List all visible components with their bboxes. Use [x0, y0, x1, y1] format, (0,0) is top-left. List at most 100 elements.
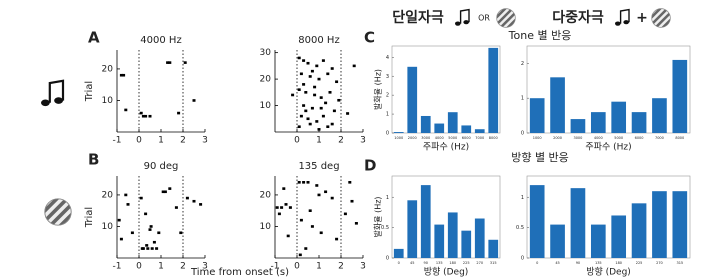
spike: [354, 222, 358, 225]
bar: [447, 112, 458, 133]
spike: [119, 237, 123, 241]
y-tick-label: 10: [102, 96, 114, 106]
panel-label: D: [364, 157, 376, 175]
x-tick-label: 2: [180, 136, 186, 146]
bar: [461, 230, 472, 258]
spike: [192, 199, 196, 203]
spike: [304, 91, 308, 94]
spike: [326, 72, 330, 76]
spike: [319, 96, 323, 99]
bar: [488, 47, 499, 133]
bar: [488, 239, 499, 258]
y-tick-label: 10: [260, 222, 272, 232]
x-tick-label: 0: [398, 261, 400, 265]
bar: [652, 191, 667, 258]
bar: [590, 224, 606, 258]
x-tick-label: 3: [202, 136, 208, 146]
x-tick-label: 135: [595, 261, 602, 265]
spike: [297, 181, 301, 184]
bar: [420, 115, 431, 133]
y-tick-label: 1: [386, 112, 389, 118]
spike: [298, 253, 302, 257]
spike: [337, 98, 341, 102]
chart-title: 90 deg: [144, 161, 179, 172]
bar: [652, 98, 667, 133]
spike: [352, 64, 356, 68]
x-tick-label: 2000: [553, 136, 562, 140]
spike: [140, 247, 144, 250]
chart-title: 4000 Hz: [140, 35, 181, 46]
group-title: 방향 별 반응: [511, 151, 569, 164]
x-tick-label: 135: [436, 261, 443, 265]
spike: [343, 212, 347, 216]
spike: [150, 247, 154, 250]
spike: [302, 181, 306, 184]
spike: [332, 109, 336, 113]
y-tick-label: 1: [521, 195, 524, 201]
spike: [161, 190, 165, 194]
x-tick-label: 2: [180, 262, 186, 272]
x-tick-label: 4000: [435, 136, 444, 140]
y-tick-label: 20: [260, 75, 272, 85]
spike: [179, 231, 183, 235]
x-tick-label: 1: [158, 262, 164, 272]
x-tick-label: 180: [615, 261, 622, 265]
spike: [304, 247, 308, 250]
spike: [315, 64, 319, 68]
spike: [306, 117, 310, 121]
spike: [319, 231, 323, 235]
header-or: OR: [478, 14, 490, 23]
spike: [192, 99, 196, 102]
y-tick-label: 2: [386, 93, 389, 99]
spike: [299, 218, 303, 222]
spike: [174, 206, 178, 209]
x-tick-label: 8000: [489, 136, 498, 140]
x-tick-label: 3000: [421, 136, 430, 140]
x-tick-label: 5000: [448, 136, 457, 140]
y-tick-label: 4: [386, 55, 389, 61]
bar: [434, 224, 445, 258]
spike: [302, 59, 306, 62]
spike: [126, 203, 130, 206]
spike: [315, 120, 319, 123]
x-tick-label: 270: [476, 261, 483, 265]
y-axis-label: Trial: [84, 81, 95, 102]
x-tick-label: 315: [490, 261, 497, 265]
x-tick-label: -1: [113, 136, 122, 146]
spike: [306, 61, 310, 65]
bar: [434, 123, 445, 133]
spike: [324, 190, 328, 194]
bar: [461, 125, 472, 133]
x-tick-label: -1: [113, 262, 122, 272]
spike: [326, 125, 330, 129]
spike: [152, 240, 156, 244]
spike: [130, 231, 134, 235]
plot-frame: [526, 45, 691, 134]
spike: [144, 212, 148, 216]
spike: [304, 109, 308, 113]
bar: [393, 132, 404, 133]
spike: [141, 114, 145, 118]
x-tick-label: 3: [202, 262, 208, 272]
y-tick-label: 2: [521, 61, 524, 67]
spike: [124, 108, 128, 112]
y-axis-label: Trial: [84, 207, 95, 228]
x-tick-label: 6000: [462, 136, 471, 140]
y-tick-label: 1: [386, 195, 389, 201]
x-tick-label: 7000: [475, 136, 484, 140]
header-plus: +: [636, 10, 648, 26]
x-tick-label: 90: [424, 261, 428, 265]
spike: [117, 218, 121, 222]
plot-frame: [391, 175, 501, 259]
bar: [570, 188, 586, 258]
x-tick-label: 270: [656, 261, 663, 265]
spike: [317, 193, 321, 197]
x-tick-label: 1000: [394, 136, 403, 140]
chart-title: 135 deg: [298, 161, 339, 172]
spike: [275, 206, 279, 209]
spike: [306, 181, 310, 184]
spike: [346, 112, 350, 115]
x-tick-label: 7000: [655, 136, 664, 140]
x-tick-label: 8000: [675, 136, 684, 140]
